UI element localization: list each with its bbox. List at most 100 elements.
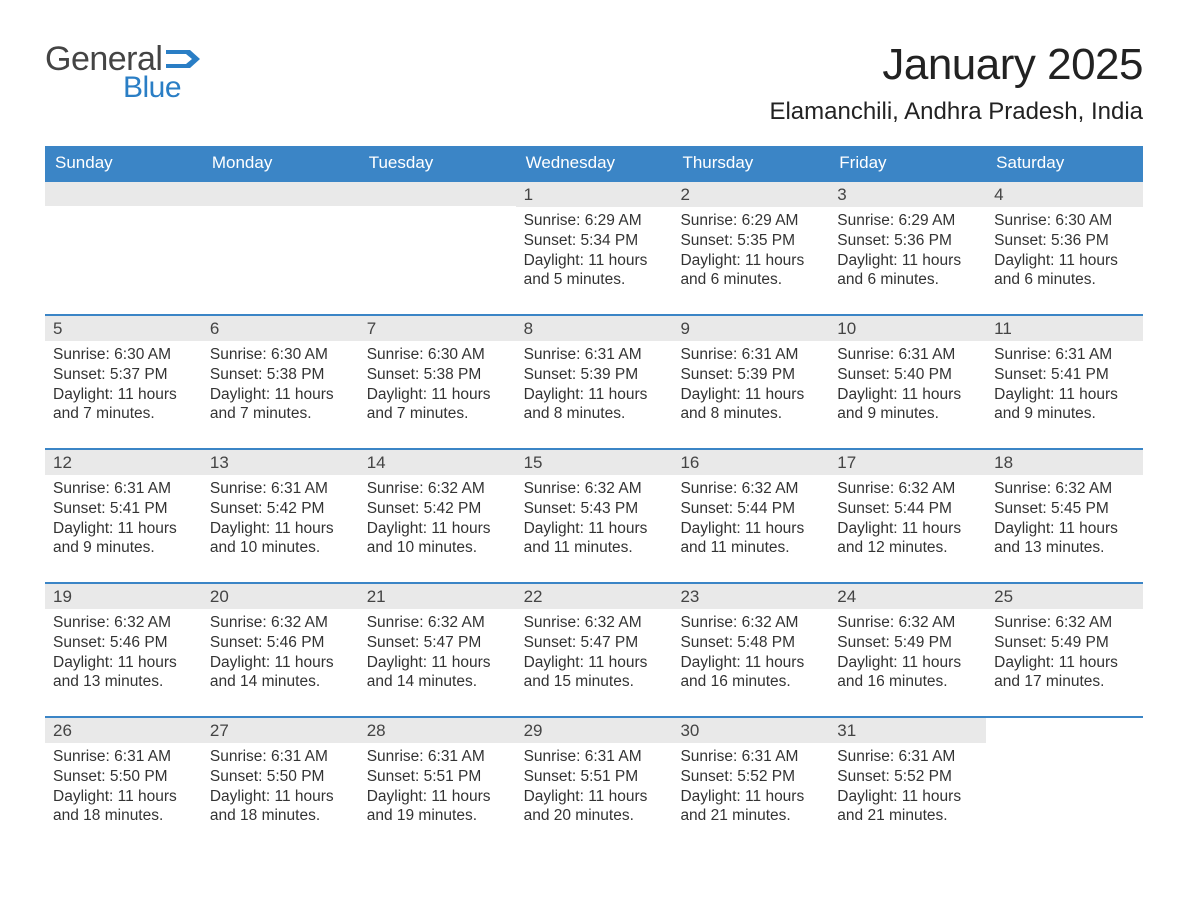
- day-cell: 25Sunrise: 6:32 AMSunset: 5:49 PMDayligh…: [986, 584, 1143, 716]
- sunrise-text: Sunrise: 6:32 AM: [524, 479, 665, 499]
- day-data: Sunrise: 6:31 AMSunset: 5:42 PMDaylight:…: [202, 475, 359, 564]
- daylight-text-2: and 17 minutes.: [994, 672, 1135, 692]
- daylight-text-1: Daylight: 11 hours: [837, 787, 978, 807]
- daylight-text-2: and 19 minutes.: [367, 806, 508, 826]
- daylight-text-2: and 9 minutes.: [53, 538, 194, 558]
- daylight-text-2: and 6 minutes.: [837, 270, 978, 290]
- day-number: 30: [672, 718, 829, 743]
- day-number: 24: [829, 584, 986, 609]
- daylight-text-2: and 21 minutes.: [680, 806, 821, 826]
- day-cell: 23Sunrise: 6:32 AMSunset: 5:48 PMDayligh…: [672, 584, 829, 716]
- page-title: January 2025: [769, 40, 1143, 90]
- empty-daynum-bar: [45, 182, 202, 206]
- day-data: Sunrise: 6:31 AMSunset: 5:39 PMDaylight:…: [516, 341, 673, 430]
- day-data: Sunrise: 6:31 AMSunset: 5:40 PMDaylight:…: [829, 341, 986, 430]
- daylight-text-1: Daylight: 11 hours: [524, 653, 665, 673]
- sunrise-text: Sunrise: 6:31 AM: [680, 747, 821, 767]
- sunrise-text: Sunrise: 6:29 AM: [524, 211, 665, 231]
- sunset-text: Sunset: 5:50 PM: [53, 767, 194, 787]
- day-cell: 12Sunrise: 6:31 AMSunset: 5:41 PMDayligh…: [45, 450, 202, 582]
- sunset-text: Sunset: 5:39 PM: [524, 365, 665, 385]
- daylight-text-1: Daylight: 11 hours: [53, 787, 194, 807]
- sunrise-text: Sunrise: 6:31 AM: [367, 747, 508, 767]
- day-number: 16: [672, 450, 829, 475]
- sunset-text: Sunset: 5:43 PM: [524, 499, 665, 519]
- day-data: Sunrise: 6:32 AMSunset: 5:49 PMDaylight:…: [829, 609, 986, 698]
- daylight-text-1: Daylight: 11 hours: [837, 653, 978, 673]
- daylight-text-1: Daylight: 11 hours: [994, 251, 1135, 271]
- daylight-text-1: Daylight: 11 hours: [367, 653, 508, 673]
- sunset-text: Sunset: 5:52 PM: [680, 767, 821, 787]
- dayname-header: Saturday: [986, 146, 1143, 180]
- sunrise-text: Sunrise: 6:32 AM: [367, 479, 508, 499]
- day-cell: 7Sunrise: 6:30 AMSunset: 5:38 PMDaylight…: [359, 316, 516, 448]
- day-number: 19: [45, 584, 202, 609]
- sunrise-text: Sunrise: 6:30 AM: [53, 345, 194, 365]
- day-cell: 13Sunrise: 6:31 AMSunset: 5:42 PMDayligh…: [202, 450, 359, 582]
- sunset-text: Sunset: 5:38 PM: [210, 365, 351, 385]
- day-cell: 1Sunrise: 6:29 AMSunset: 5:34 PMDaylight…: [516, 182, 673, 314]
- daylight-text-2: and 7 minutes.: [210, 404, 351, 424]
- sunrise-text: Sunrise: 6:30 AM: [210, 345, 351, 365]
- day-number: 7: [359, 316, 516, 341]
- day-data: Sunrise: 6:31 AMSunset: 5:52 PMDaylight:…: [829, 743, 986, 832]
- daylight-text-1: Daylight: 11 hours: [524, 251, 665, 271]
- sunset-text: Sunset: 5:45 PM: [994, 499, 1135, 519]
- empty-daynum-bar: [359, 182, 516, 206]
- daylight-text-1: Daylight: 11 hours: [367, 519, 508, 539]
- sunrise-text: Sunrise: 6:32 AM: [53, 613, 194, 633]
- daylight-text-1: Daylight: 11 hours: [210, 787, 351, 807]
- sunset-text: Sunset: 5:37 PM: [53, 365, 194, 385]
- daylight-text-1: Daylight: 11 hours: [53, 653, 194, 673]
- day-data: Sunrise: 6:29 AMSunset: 5:34 PMDaylight:…: [516, 207, 673, 296]
- day-cell: 21Sunrise: 6:32 AMSunset: 5:47 PMDayligh…: [359, 584, 516, 716]
- daylight-text-2: and 7 minutes.: [53, 404, 194, 424]
- day-data: Sunrise: 6:30 AMSunset: 5:36 PMDaylight:…: [986, 207, 1143, 296]
- day-data: Sunrise: 6:32 AMSunset: 5:47 PMDaylight:…: [359, 609, 516, 698]
- dayname-header: Thursday: [672, 146, 829, 180]
- daylight-text-2: and 9 minutes.: [994, 404, 1135, 424]
- day-number: 12: [45, 450, 202, 475]
- day-number: 4: [986, 182, 1143, 207]
- day-data: Sunrise: 6:32 AMSunset: 5:44 PMDaylight:…: [672, 475, 829, 564]
- daylight-text-2: and 9 minutes.: [837, 404, 978, 424]
- sunset-text: Sunset: 5:42 PM: [210, 499, 351, 519]
- sunrise-text: Sunrise: 6:31 AM: [994, 345, 1135, 365]
- week-row: 1Sunrise: 6:29 AMSunset: 5:34 PMDaylight…: [45, 180, 1143, 314]
- sunset-text: Sunset: 5:41 PM: [53, 499, 194, 519]
- daylight-text-1: Daylight: 11 hours: [680, 251, 821, 271]
- sunset-text: Sunset: 5:44 PM: [837, 499, 978, 519]
- week-row: 5Sunrise: 6:30 AMSunset: 5:37 PMDaylight…: [45, 314, 1143, 448]
- day-data: Sunrise: 6:32 AMSunset: 5:42 PMDaylight:…: [359, 475, 516, 564]
- dayname-header: Wednesday: [516, 146, 673, 180]
- day-data: Sunrise: 6:31 AMSunset: 5:39 PMDaylight:…: [672, 341, 829, 430]
- day-data: Sunrise: 6:32 AMSunset: 5:46 PMDaylight:…: [45, 609, 202, 698]
- daylight-text-1: Daylight: 11 hours: [367, 787, 508, 807]
- sunrise-text: Sunrise: 6:32 AM: [994, 479, 1135, 499]
- day-data: Sunrise: 6:31 AMSunset: 5:52 PMDaylight:…: [672, 743, 829, 832]
- dayname-header: Sunday: [45, 146, 202, 180]
- sunrise-text: Sunrise: 6:29 AM: [680, 211, 821, 231]
- sunrise-text: Sunrise: 6:31 AM: [524, 345, 665, 365]
- day-cell: 4Sunrise: 6:30 AMSunset: 5:36 PMDaylight…: [986, 182, 1143, 314]
- daylight-text-2: and 8 minutes.: [524, 404, 665, 424]
- day-number: 18: [986, 450, 1143, 475]
- day-number: 6: [202, 316, 359, 341]
- daylight-text-2: and 15 minutes.: [524, 672, 665, 692]
- day-cell: [202, 182, 359, 314]
- sunset-text: Sunset: 5:47 PM: [367, 633, 508, 653]
- daylight-text-2: and 14 minutes.: [367, 672, 508, 692]
- day-number: 25: [986, 584, 1143, 609]
- sunrise-text: Sunrise: 6:31 AM: [680, 345, 821, 365]
- sunrise-text: Sunrise: 6:32 AM: [837, 613, 978, 633]
- daylight-text-1: Daylight: 11 hours: [210, 653, 351, 673]
- sunrise-text: Sunrise: 6:31 AM: [837, 345, 978, 365]
- daylight-text-1: Daylight: 11 hours: [210, 519, 351, 539]
- sunrise-text: Sunrise: 6:32 AM: [837, 479, 978, 499]
- daylight-text-2: and 10 minutes.: [210, 538, 351, 558]
- day-data: Sunrise: 6:31 AMSunset: 5:51 PMDaylight:…: [516, 743, 673, 832]
- logo: General Blue: [45, 40, 202, 105]
- day-number: 2: [672, 182, 829, 207]
- day-data: Sunrise: 6:29 AMSunset: 5:35 PMDaylight:…: [672, 207, 829, 296]
- day-number: 31: [829, 718, 986, 743]
